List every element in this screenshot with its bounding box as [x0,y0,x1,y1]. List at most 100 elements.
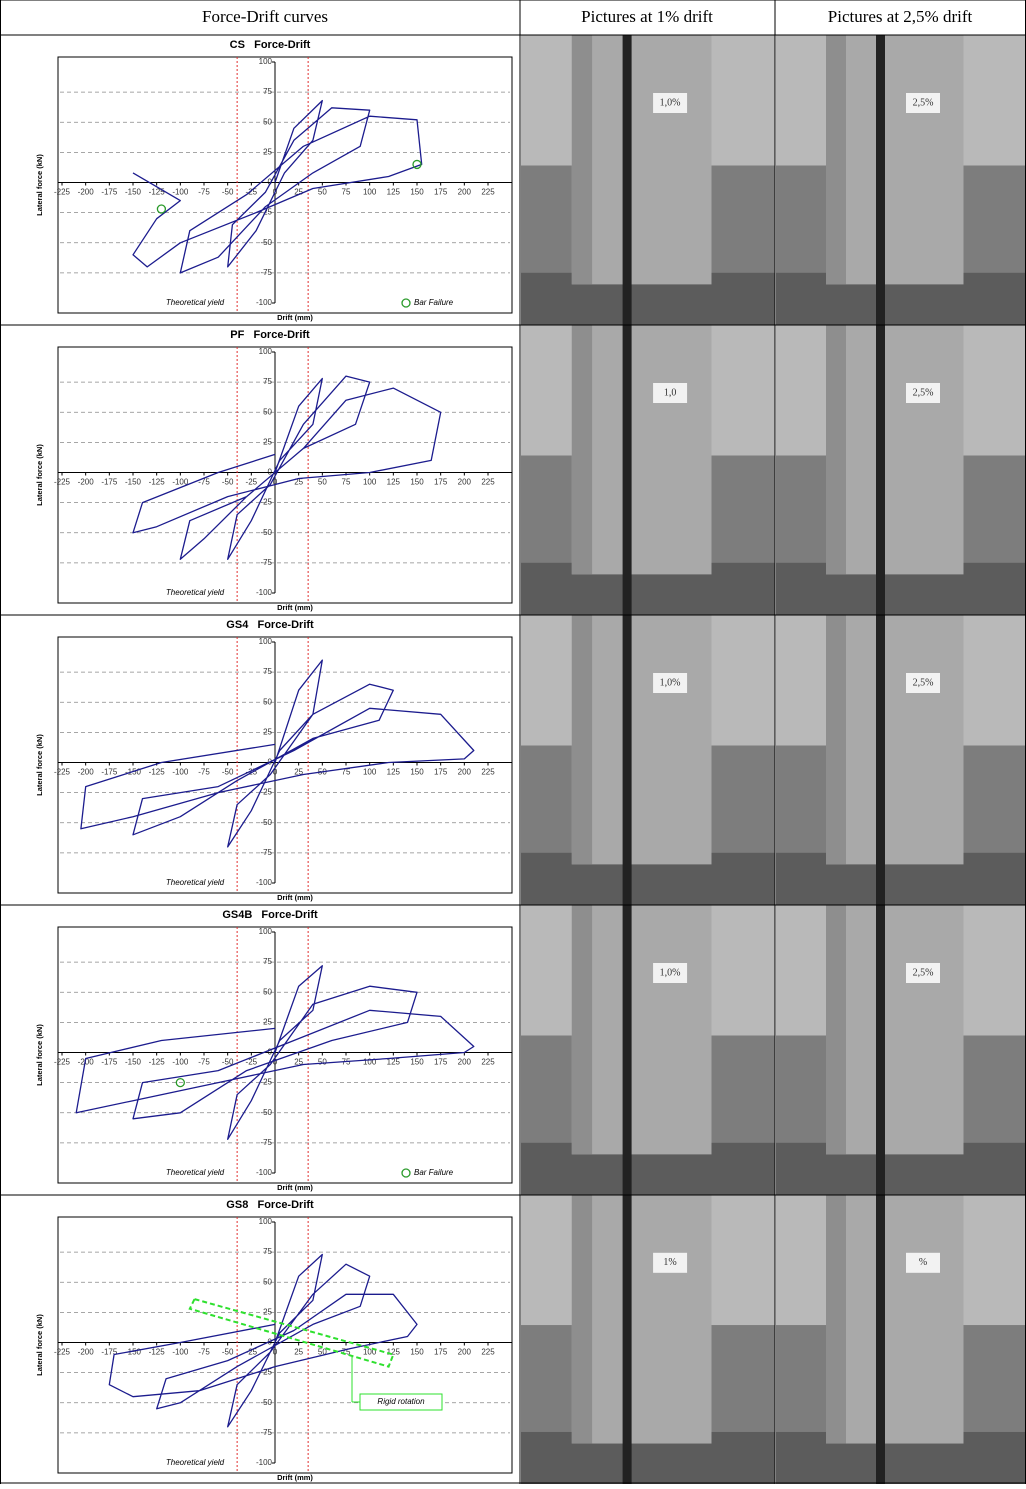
x-tick-label: 225 [481,188,495,197]
photo: 2,5% [776,325,1026,615]
page: Force-Drift curves Pictures at 1% drift … [0,0,1026,1484]
plot-frame [58,637,512,893]
y-axis-label: Lateral force (kN) [35,1314,44,1376]
photo-column [826,1195,964,1444]
legend-marker [402,299,410,307]
hysteresis-curve [133,376,441,559]
x-axis-label: Drift (mm) [277,1183,313,1192]
y-tick-label: 75 [263,1247,272,1256]
y-tick-label: 50 [263,117,272,126]
x-tick-label: 25 [294,1348,303,1357]
photo: 2,5% [776,35,1026,325]
x-tick-label: 175 [434,1348,448,1357]
photo-rebar [623,905,632,1195]
y-tick-label: 75 [263,87,272,96]
photo-rebar [623,325,632,615]
y-tick-label: -50 [260,1398,272,1407]
photo-column-shade [826,35,846,284]
photo-column-shade [572,905,592,1154]
photo-column [572,1195,712,1444]
x-axis-label: Drift (mm) [277,893,313,902]
y-tick-label: 100 [259,1217,273,1226]
column-header: Force-Drift curves [202,7,328,26]
chart: GS8 Force-DriftLateral force (kN)Drift (… [35,1199,512,1482]
x-tick-label: -50 [222,768,234,777]
chart-title: CS Force-Drift [230,39,311,51]
photo-rebar [876,905,885,1195]
x-tick-label: 200 [458,768,472,777]
photo-label: 2,5% [913,677,934,688]
x-tick-label: 50 [318,478,327,487]
x-tick-label: 200 [458,1348,472,1357]
y-tick-label: -50 [260,238,272,247]
legend-marker [402,1169,410,1177]
y-tick-label: 75 [263,667,272,676]
y-tick-label: -25 [260,498,272,507]
x-tick-label: -175 [101,188,118,197]
x-tick-label: -150 [125,188,142,197]
x-tick-label: -75 [198,1348,210,1357]
y-tick-label: -75 [260,1138,272,1147]
photo-column [572,615,712,864]
x-tick-label: -100 [172,768,189,777]
y-tick-label: 100 [259,927,273,936]
y-tick-label: -75 [260,1428,272,1437]
x-tick-label: -225 [54,478,71,487]
y-tick-label: -100 [256,298,273,307]
x-tick-label: -125 [149,1348,166,1357]
x-tick-label: -150 [125,478,142,487]
yield-label: Theoretical yield [166,1168,225,1177]
x-tick-label: -150 [125,1058,142,1067]
x-tick-label: 150 [410,188,424,197]
x-tick-label: -75 [198,768,210,777]
y-tick-label: 100 [259,637,273,646]
bar-failure-marker [157,205,165,213]
photo-label: 2,5% [913,387,934,398]
x-tick-label: -225 [54,1348,71,1357]
photo-rebar [876,615,885,905]
photo-column-shade [826,325,846,574]
photo-column [572,905,712,1154]
photo-rebar [623,35,632,325]
photo-label: % [919,1257,927,1268]
x-tick-label: -50 [222,1348,234,1357]
x-tick-label: -200 [78,1348,95,1357]
yield-label: Theoretical yield [166,298,225,307]
photo-label: 1,0% [660,97,681,108]
y-tick-label: 100 [259,57,273,66]
x-tick-label: -75 [198,1058,210,1067]
x-tick-label: 125 [387,768,401,777]
chart-title: GS4 Force-Drift [226,619,314,631]
chart-title: GS8 Force-Drift [226,1199,314,1211]
photo: 2,5% [776,615,1026,905]
photo-rebar [876,325,885,615]
x-tick-label: -25 [246,188,258,197]
photo-column [826,325,964,574]
x-tick-label: -175 [101,768,118,777]
y-tick-label: -25 [260,1078,272,1087]
photo-column [826,615,964,864]
x-tick-label: 75 [342,188,351,197]
y-tick-label: 50 [263,987,272,996]
photo: 1,0 [521,325,775,615]
x-tick-label: 50 [318,1058,327,1067]
x-tick-label: -175 [101,478,118,487]
x-tick-label: 100 [363,478,377,487]
chart-title: GS4B Force-Drift [222,909,318,921]
y-tick-label: -75 [260,558,272,567]
x-tick-label: -125 [149,478,166,487]
x-axis-label: Drift (mm) [277,603,313,612]
hysteresis-curve [81,660,474,847]
annotation-label: Rigid rotation [377,1397,425,1406]
y-tick-label: -100 [256,588,273,597]
yield-label: Theoretical yield [166,1458,225,1467]
x-tick-label: 150 [410,478,424,487]
x-tick-label: 200 [458,188,472,197]
x-tick-label: 175 [434,768,448,777]
x-tick-label: -125 [149,768,166,777]
x-tick-label: -200 [78,478,95,487]
x-tick-label: 200 [458,478,472,487]
photo-rebar [623,1195,632,1484]
y-tick-label: -50 [260,818,272,827]
